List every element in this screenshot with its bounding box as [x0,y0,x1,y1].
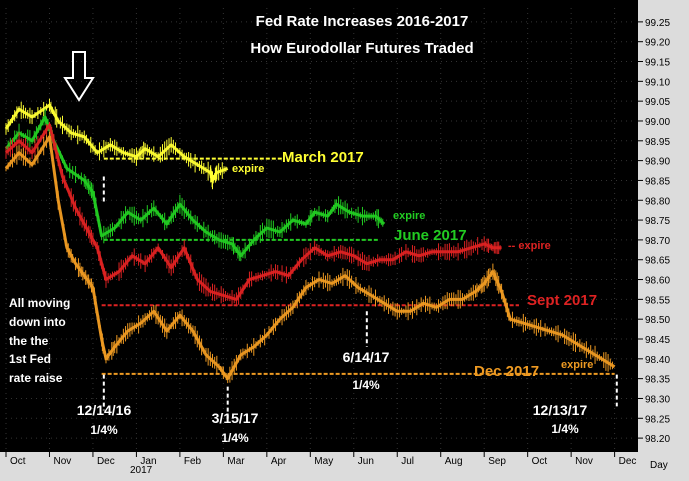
y-tick-label: 98.85 [645,176,670,187]
period-label: Day [650,460,668,471]
x-axis-panel [0,452,689,481]
series-label-june: June 2017 [394,227,467,244]
y-tick-label: 98.20 [645,434,670,445]
y-tick-label: 99.20 [645,38,670,49]
y-tick-label: 98.45 [645,335,670,346]
series-label-sept: Sept 2017 [527,292,597,309]
year-label: 2017 [130,465,153,476]
series-line [4,115,386,258]
note-line: the the [9,334,49,348]
y-tick-label: 98.25 [645,414,670,425]
down-arrow-icon [63,51,95,102]
y-tick-label: 99.15 [645,58,670,69]
hike-date-label: 6/14/17 [343,349,390,365]
y-tick-label: 98.70 [645,236,670,247]
y-tick-label: 99.00 [645,117,670,128]
y-tick-label: 98.90 [645,157,670,168]
level-lines [101,157,615,375]
x-tick-label: Nov [53,456,71,467]
y-tick-label: 99.25 [645,18,670,29]
hike-size-label: 1/4% [90,423,118,437]
x-tick-label: Mar [227,456,245,467]
x-tick-label: Sep [488,456,506,467]
y-tick-label: 98.65 [645,256,670,267]
y-axis-panel [638,0,689,481]
hike-date-label: 12/14/16 [77,402,132,418]
x-tick-label: Jan [140,456,156,467]
note-line: All moving [9,296,70,310]
y-tick-label: 98.60 [645,276,670,287]
y-tick-label: 98.80 [645,196,670,207]
x-tick-label: Aug [445,456,463,467]
x-tick-label: Oct [10,456,26,467]
expire-label: -- expire [508,240,551,252]
x-tick-label: Jul [401,456,414,467]
x-tick-label: Apr [271,456,287,467]
x-tick-label: May [314,456,333,467]
hike-date-label: 12/13/17 [533,402,588,418]
y-tick-label: 98.40 [645,355,670,366]
chart-title: Fed Rate Increases 2016-2017 [256,13,469,30]
expire-label: expire [561,359,593,371]
y-tick-label: 98.75 [645,216,670,227]
y-tick-label: 99.10 [645,77,670,88]
x-tick-label: Nov [575,456,593,467]
hike-size-label: 1/4% [221,431,249,445]
x-tick-label: Jun [358,456,374,467]
series-label-march: March 2017 [282,149,364,166]
y-tick-label: 98.95 [645,137,670,148]
expire-label: expire [232,163,264,175]
x-tick-label: Dec [97,456,115,467]
y-tick-label: 98.35 [645,375,670,386]
note-text: All moving down into the the 1st Fed rat… [9,296,70,385]
y-axis: 99.25 99.20 99.15 99.10 99.05 99.00 98.95 98.90… [638,18,670,445]
expire-label: expire [393,210,425,222]
rate-hike-markers [102,176,618,423]
hike-date-label: 3/15/17 [212,410,259,426]
price-series [4,98,616,384]
y-tick-label: 98.50 [645,315,670,326]
series-label-dec: Dec 2017 [474,363,539,380]
x-tick-label: Feb [184,456,202,467]
x-tick-label: Dec [619,456,637,467]
y-tick-label: 98.55 [645,295,670,306]
hike-size-label: 1/4% [551,422,579,436]
x-tick-label: Oct [532,456,548,467]
x-axis: Oct Nov Dec Jan Feb Mar Apr May Jun Jul Aug Sep Oct N… [5,452,637,467]
chart-subtitle: How Eurodollar Futures Traded [250,40,473,57]
y-tick-label: 99.05 [645,97,670,108]
note-line: 1st Fed [9,352,51,366]
note-line: rate raise [9,371,63,385]
hike-size-label: 1/4% [352,378,380,392]
y-tick-label: 98.30 [645,394,670,405]
note-line: down into [9,315,66,329]
